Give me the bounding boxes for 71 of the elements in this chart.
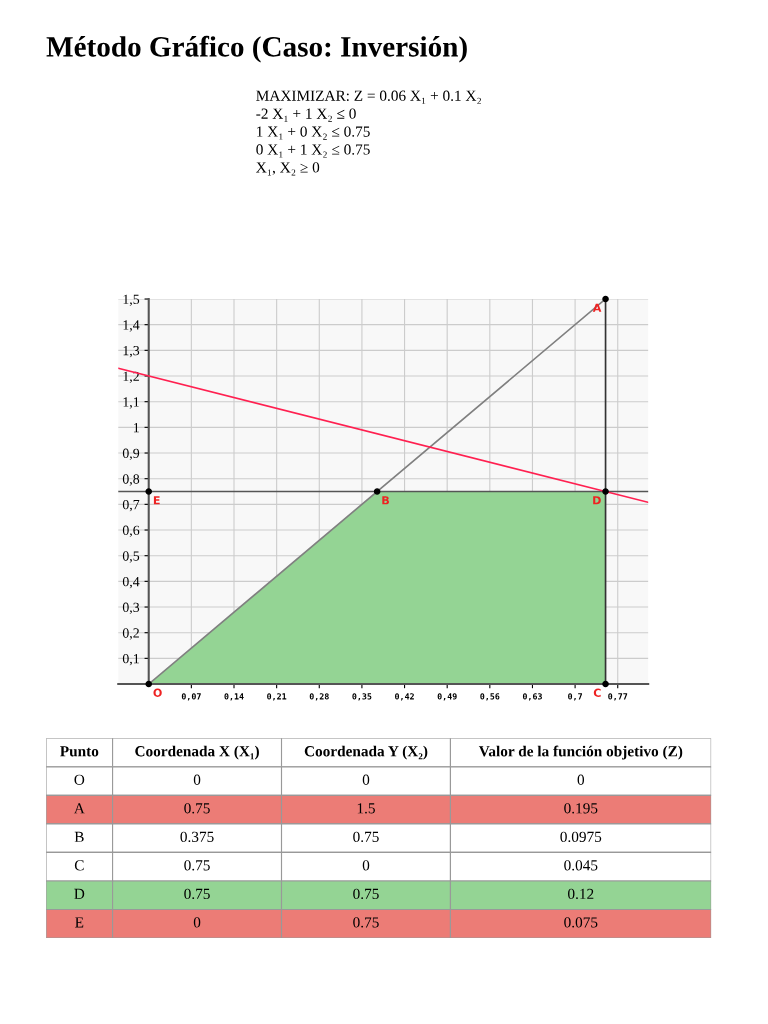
chart-title: Método Gráfico (Caso: Inversión) [46, 35, 467, 63]
text: 0.75 [353, 917, 379, 928]
point [602, 680, 609, 688]
point [145, 680, 153, 688]
x-tick-label: 0,63 [522, 693, 542, 701]
x-tick-label: 0,21 [267, 693, 287, 701]
x-tick-label: 0,35 [352, 693, 372, 701]
text: Valor de la función objetivo (Z) [478, 745, 683, 760]
text: 0.75 [184, 888, 210, 900]
chart-subtitle: MAXIMIZAR: Z = 0.06 X₁ + 0.1 X₂ [256, 90, 481, 104]
text: 0.375 [180, 831, 214, 843]
point [373, 488, 381, 495]
text: 0.75 [184, 803, 210, 814]
text: 0 X₁ + 1 X₂ ≤ 0.75 [256, 144, 370, 158]
annotation: E [153, 496, 160, 505]
text: 0.0975 [560, 831, 602, 843]
text: 0.12 [568, 888, 594, 900]
x-tick-label: 0,77 [608, 693, 628, 701]
text: 1.5 [357, 803, 375, 814]
x-tick-label: 0,42 [395, 693, 414, 701]
y-tick-label: 0,4 [122, 576, 140, 589]
annotation: B [382, 496, 389, 505]
text: 0.075 [564, 917, 598, 928]
x-tick-label: 0,07 [181, 693, 201, 701]
y-tick-label: 1,4 [123, 320, 140, 332]
y-tick-label: 1,3 [123, 345, 140, 358]
x-tick-label: 0,14 [224, 693, 244, 701]
text: 0 [362, 860, 370, 871]
y-tick-label: 1 [133, 423, 139, 433]
y-tick-label: 1,1 [123, 397, 139, 409]
y-tick-label: 0,2 [122, 628, 139, 640]
point [602, 488, 609, 495]
text: -2 X₁ + 1 X₂ ≤ 0 [256, 108, 356, 122]
y-tick-label: 0,6 [122, 525, 140, 537]
y-tick-label: 0,3 [122, 602, 140, 614]
text: 0.75 [353, 888, 379, 900]
text: Coordenada X (X₁) [135, 745, 259, 760]
x-tick-label: 0,28 [309, 693, 329, 701]
text: Punto [60, 746, 99, 757]
text: 0.195 [564, 803, 598, 814]
y-tick-label: 0,7 [122, 499, 140, 512]
y-tick-label: 1,5 [123, 294, 140, 306]
annotation: O [153, 688, 162, 697]
x-tick-label: 0,49 [437, 693, 457, 701]
text: 0 [577, 774, 585, 785]
text: X₁, X₂ ≥ 0 [256, 162, 320, 176]
text: 0 [193, 917, 201, 928]
text: A [73, 803, 85, 814]
text: B [74, 831, 84, 842]
text: O [74, 774, 85, 785]
x-tick-label: 0,7 [568, 693, 582, 701]
text: 0 [193, 774, 201, 785]
y-tick-label: 0,5 [122, 551, 140, 563]
text: C [74, 860, 84, 871]
y-tick-label: 0,9 [122, 448, 140, 460]
y-tick-label: 0,1 [122, 653, 139, 666]
text: D [74, 888, 85, 899]
x-tick-label: 0,56 [480, 693, 500, 701]
annotation: D [593, 496, 601, 505]
text: E [75, 917, 84, 928]
annotation: A [592, 303, 602, 312]
annotation: C [593, 688, 601, 697]
point [145, 488, 153, 495]
text: 0.045 [564, 860, 598, 871]
text: 0.75 [353, 831, 379, 843]
text: 1 X₁ + 0 X₂ ≤ 0.75 [257, 126, 370, 140]
point [602, 295, 609, 303]
text: 0 [362, 774, 370, 785]
text: 0.75 [184, 860, 210, 871]
y-tick-label: 0,8 [122, 474, 140, 486]
text: Coordenada Y (X₂) [304, 745, 428, 760]
